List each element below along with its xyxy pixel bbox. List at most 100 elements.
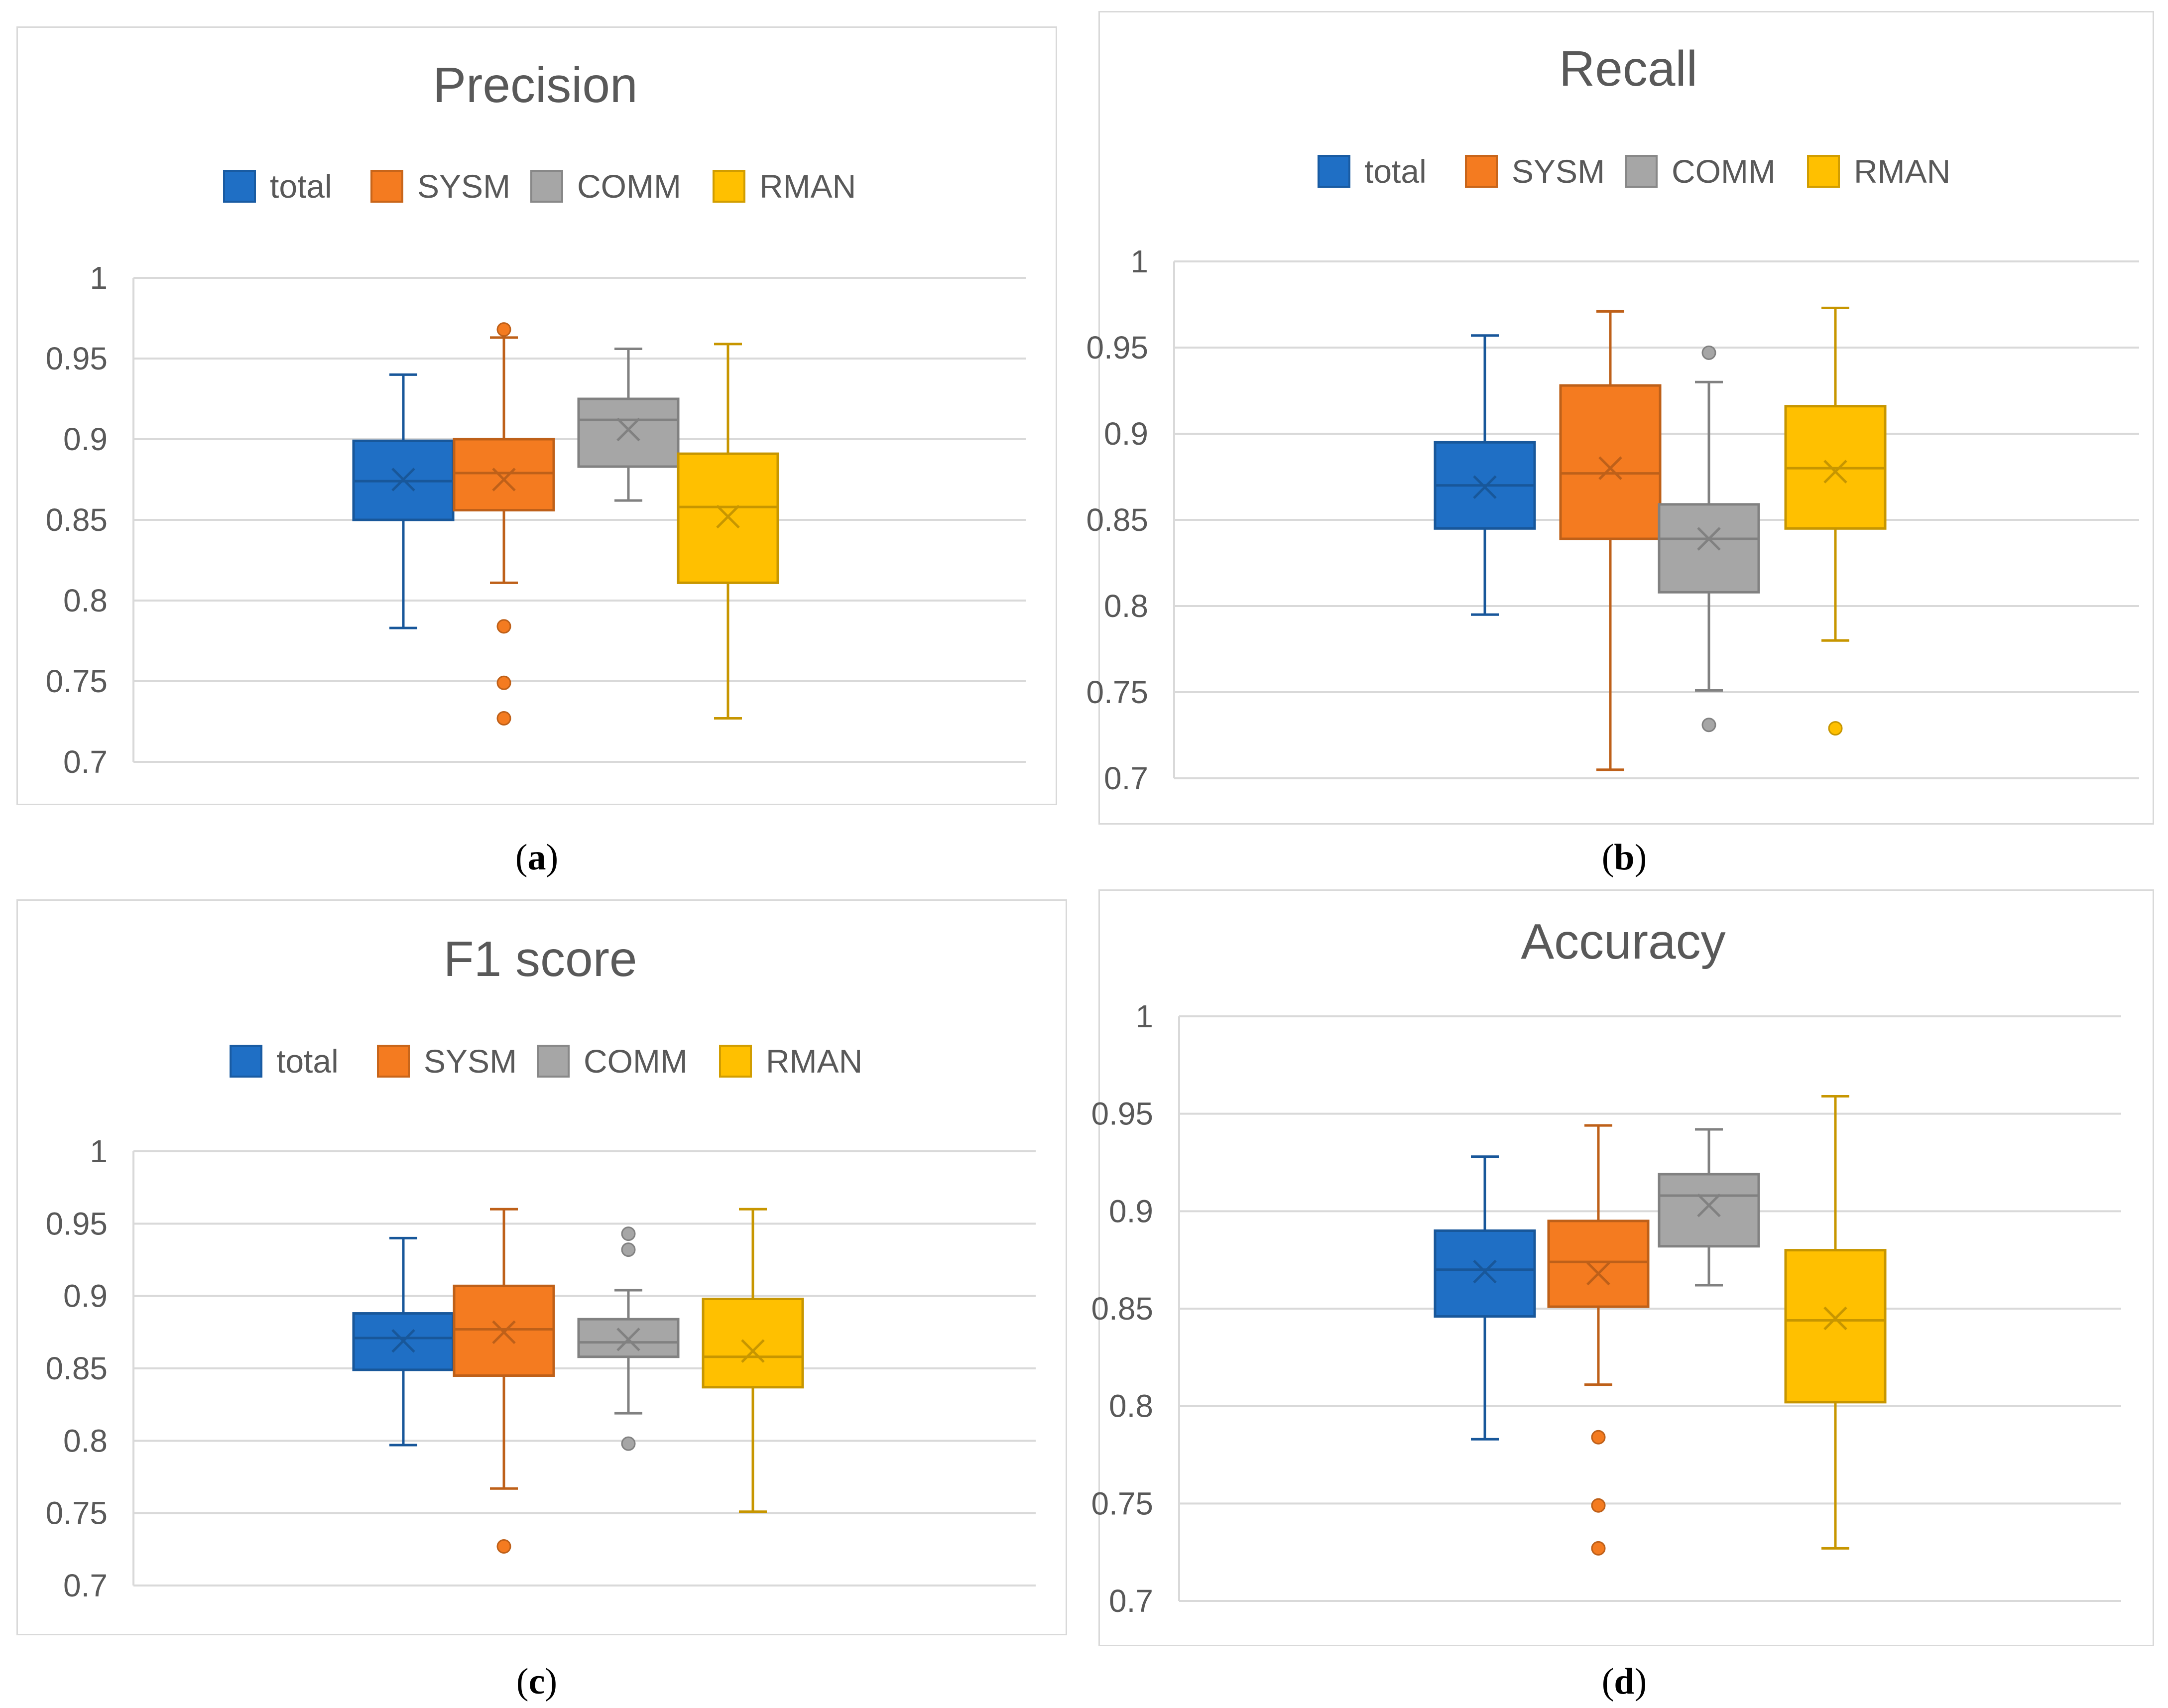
y-tick-label: 0.8 (1104, 588, 1148, 624)
y-tick-label: 0.85 (45, 1350, 108, 1386)
outlier-sysm (496, 619, 511, 634)
outlier-comm (1701, 345, 1716, 360)
legend-label-rman: RMAN (759, 168, 856, 205)
mean-marker-total (1473, 475, 1497, 499)
y-tick-label: 0.75 (1086, 674, 1148, 710)
mean-marker-comm (1697, 1193, 1721, 1218)
y-tick-label: 0.95 (1091, 1096, 1153, 1132)
y-tick-label: 1 (90, 1133, 108, 1169)
mean-marker-rman (1823, 1306, 1847, 1331)
y-tick-label: 0.75 (1091, 1485, 1153, 1521)
y-tick-label: 0.8 (63, 1423, 108, 1459)
y-tick-label: 1 (1130, 244, 1148, 279)
legend-swatch-sysm (1465, 155, 1498, 188)
y-tick-label: 0.9 (1104, 416, 1148, 452)
y-tick-label: 0.8 (63, 583, 108, 618)
mean-marker-comm (1697, 527, 1721, 551)
outlier-sysm (1591, 1541, 1606, 1556)
y-tick-label: 0.8 (1109, 1388, 1153, 1424)
chart-title: Recall (1559, 41, 1697, 97)
legend-swatch-sysm (377, 1045, 410, 1078)
y-tick-label: 0.9 (63, 1278, 108, 1314)
mean-marker-rman (1823, 460, 1847, 484)
box-sysm (1547, 1220, 1650, 1308)
mean-marker-total (391, 1329, 415, 1353)
chart-title: Accuracy (1521, 914, 1725, 970)
chart-title: Precision (433, 57, 637, 113)
legend-swatch-rman (1807, 155, 1840, 188)
y-tick-label: 0.7 (1104, 760, 1148, 796)
box-comm (1658, 1173, 1760, 1248)
caption-d: (d) (1601, 1661, 1647, 1702)
caption-a: (a) (515, 837, 559, 878)
outlier-rman (1828, 721, 1843, 736)
caption-c: (c) (516, 1661, 558, 1702)
y-tick-label: 0.7 (63, 1568, 108, 1603)
legend-swatch-sysm (370, 170, 403, 203)
caption-b: (b) (1601, 837, 1647, 878)
mean-marker-sysm (1598, 456, 1622, 480)
y-tick-label: 0.85 (1086, 502, 1148, 538)
mean-marker-sysm (1586, 1261, 1610, 1286)
mean-marker-comm (616, 1328, 640, 1351)
mean-marker-rman (741, 1339, 765, 1363)
legend-swatch-comm (530, 170, 563, 203)
box-comm (577, 397, 680, 468)
outlier-comm (1701, 718, 1716, 732)
legend-swatch-rman (719, 1045, 752, 1078)
legend-label-rman: RMAN (1854, 153, 1950, 190)
mean-marker-sysm (492, 1320, 516, 1344)
legend-label-total: total (1364, 153, 1427, 190)
outlier-sysm (496, 1539, 511, 1554)
legend-swatch-total (230, 1045, 262, 1078)
box-sysm (453, 438, 555, 512)
chart-panel-precision (16, 26, 1057, 805)
legend-swatch-comm (537, 1045, 570, 1078)
y-tick-label: 0.75 (45, 1495, 108, 1531)
legend-label-rman: RMAN (766, 1043, 862, 1080)
outlier-sysm (1591, 1430, 1606, 1445)
y-tick-label: 0.9 (63, 421, 108, 457)
legend-swatch-comm (1625, 155, 1658, 188)
box-rman (702, 1297, 804, 1389)
legend-swatch-rman (713, 170, 745, 203)
mean-marker-rman (716, 504, 740, 529)
box-rman (1784, 1249, 1887, 1404)
mean-marker-sysm (492, 468, 516, 491)
legend-swatch-total (223, 170, 256, 203)
outlier-sysm (496, 322, 511, 337)
y-tick-label: 0.85 (45, 502, 108, 538)
y-tick-label: 1 (1135, 998, 1153, 1034)
legend-label-total: total (270, 168, 332, 205)
outlier-comm (621, 1436, 636, 1451)
y-tick-label: 0.95 (45, 341, 108, 376)
legend-label-comm: COMM (584, 1043, 688, 1080)
y-tick-label: 0.75 (45, 663, 108, 699)
outlier-comm (621, 1226, 636, 1241)
y-tick-label: 0.85 (1091, 1291, 1153, 1327)
mean-marker-comm (616, 417, 640, 442)
legend-label-comm: COMM (1672, 153, 1776, 190)
legend-label-sysm: SYSM (1512, 153, 1605, 190)
box-comm (1658, 503, 1760, 594)
mean-marker-total (391, 468, 415, 491)
y-tick-label: 0.7 (1109, 1583, 1153, 1619)
legend-label-total: total (276, 1043, 339, 1080)
legend-label-sysm: SYSM (417, 168, 510, 205)
y-tick-label: 0.7 (63, 744, 108, 780)
outlier-sysm (1591, 1498, 1606, 1513)
legend-swatch-total (1318, 155, 1350, 188)
y-tick-label: 1 (90, 260, 108, 296)
y-tick-label: 0.95 (1086, 330, 1148, 366)
outlier-sysm (496, 711, 511, 726)
y-tick-label: 0.95 (45, 1206, 108, 1241)
y-tick-label: 0.9 (1109, 1193, 1153, 1229)
legend-label-sysm: SYSM (424, 1043, 517, 1080)
chart-title: F1 score (443, 931, 637, 987)
mean-marker-total (1473, 1259, 1497, 1284)
outlier-comm (621, 1242, 636, 1257)
